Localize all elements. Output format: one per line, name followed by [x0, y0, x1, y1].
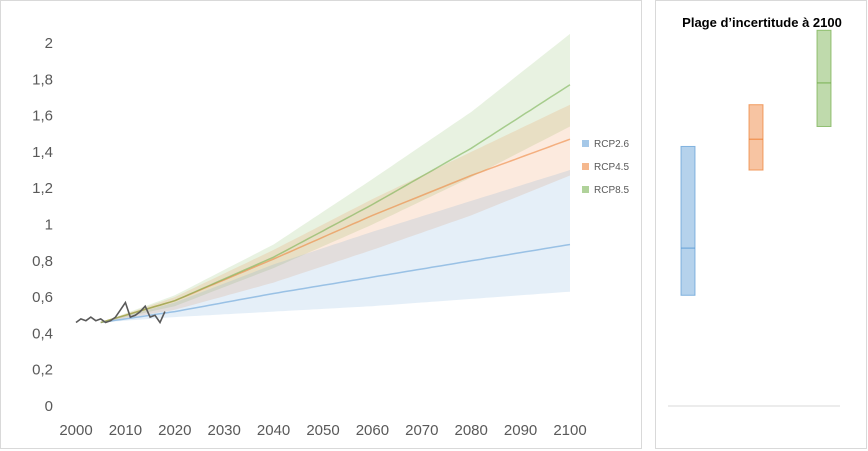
y-tick-label: 0	[45, 398, 53, 415]
range-bar-rcp26	[680, 145, 696, 296]
line-observed	[75, 300, 166, 325]
uncertainty-bars	[680, 29, 832, 296]
x-tick-label: 2060	[356, 422, 389, 439]
x-tick-label: 2000	[59, 422, 92, 439]
legend-swatch	[582, 140, 589, 147]
side-chart-title: Plage d’incertitude à 2100	[682, 15, 842, 30]
sea-level-chart: 2000 2010 2020 2030 2040 2050 2060 2070 2080 2090…	[32, 33, 629, 439]
x-axis-ticks: 2000 2010 2020 2030 2040 2050 2060 2070 2080 2090…	[59, 422, 586, 439]
legend-swatch	[582, 186, 589, 193]
x-tick-label: 2010	[109, 422, 142, 439]
legend: RCP2.6 RCP4.5 RCP8.5	[582, 139, 629, 196]
uncertainty-panel: Plage d’incertitude à 2100	[655, 0, 867, 449]
range-bar-rcp45	[748, 104, 764, 171]
range-bar-rcp85	[816, 29, 832, 127]
y-tick-label: 2	[45, 35, 53, 52]
x-tick-label: 2080	[455, 422, 488, 439]
y-tick-label: 1,8	[32, 71, 53, 88]
y-axis-ticks: 0 0,2 0,4 0,6 0,8 1 1,2 1,4 1,6 1,8 2	[32, 35, 53, 415]
x-tick-label: 2090	[504, 422, 537, 439]
x-tick-label: 2030	[208, 422, 241, 439]
legend-label: RCP8.5	[594, 185, 629, 196]
x-tick-label: 2040	[257, 422, 290, 439]
x-tick-label: 2020	[158, 422, 191, 439]
band-rcp26	[100, 170, 570, 323]
series-lines	[75, 84, 571, 325]
uncertainty-range-chart: Plage d’incertitude à 2100	[668, 15, 842, 407]
x-tick-label: 2050	[306, 422, 339, 439]
legend-label: RCP2.6	[594, 139, 629, 150]
x-tick-label: 2070	[405, 422, 438, 439]
y-tick-label: 0,4	[32, 325, 53, 342]
y-tick-label: 0,2	[32, 362, 53, 379]
line-rcp85	[100, 84, 571, 324]
y-tick-label: 1	[45, 217, 53, 234]
y-tick-label: 1,2	[32, 180, 53, 197]
line-rcp26	[100, 243, 571, 324]
main-chart-panel: 2000 2010 2020 2030 2040 2050 2060 2070 2080 2090…	[0, 0, 642, 449]
y-tick-label: 1,4	[32, 144, 53, 161]
y-tick-label: 0,6	[32, 289, 53, 306]
legend-swatch	[582, 163, 589, 170]
y-tick-label: 1,6	[32, 108, 53, 125]
legend-label: RCP4.5	[594, 162, 629, 173]
uncertainty-bands	[100, 33, 570, 323]
y-tick-label: 0,8	[32, 253, 53, 270]
x-tick-label: 2100	[553, 422, 586, 439]
